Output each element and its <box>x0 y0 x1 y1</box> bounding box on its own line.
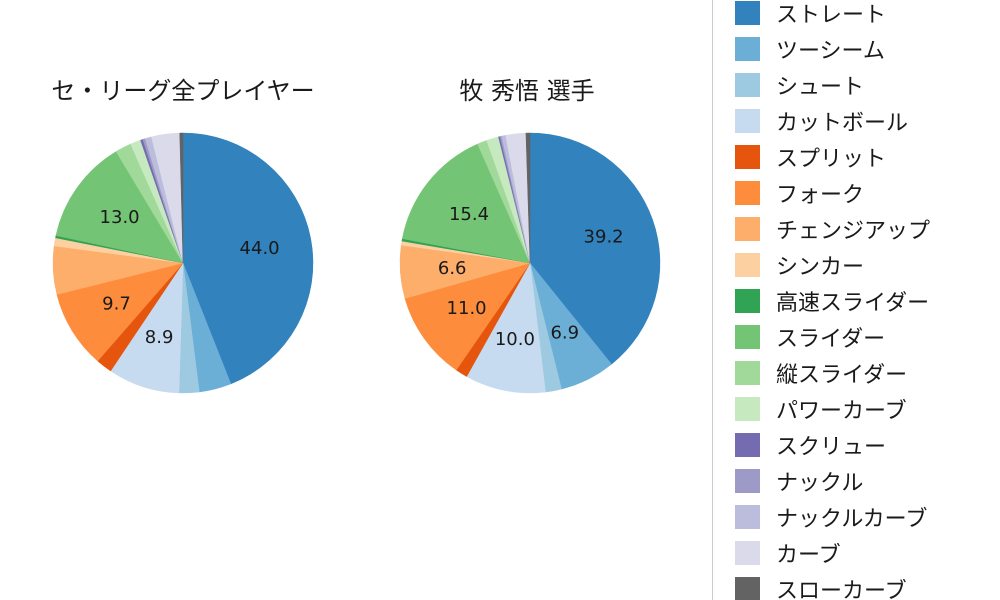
legend-item-スライダー: スライダー <box>713 319 1000 355</box>
legend-item-スローカーブ: スローカーブ <box>713 571 1000 600</box>
legend: ストレートツーシームシュートカットボール スプリットフォークチェンジアップ シンカー… <box>712 0 1000 600</box>
legend-color-swatch <box>735 469 760 493</box>
pie-value-label: 9.7 <box>102 293 131 314</box>
legend-label: シュート <box>776 75 865 100</box>
legend-label: パワーカーブ <box>776 399 907 424</box>
pie-slice-スローカーブ <box>179 132 184 264</box>
legend-color-swatch <box>735 181 760 205</box>
legend-item-カットボール: カットボール <box>713 103 1000 139</box>
pie-value-label: 15.4 <box>449 204 489 225</box>
legend-label: ストレート <box>776 3 887 28</box>
legend-color-swatch <box>735 577 760 600</box>
legend-label: スクリュー <box>776 435 887 460</box>
legend-color-swatch <box>735 217 760 241</box>
legend-label: ツーシーム <box>776 39 885 64</box>
pie-chart-maki-shugo: 39.2 6.9 10.0 11.0 6.6 15.4 <box>399 132 661 394</box>
pie-value-label: 10.0 <box>495 329 535 350</box>
pie-value-label: 6.6 <box>438 258 467 279</box>
legend-color-swatch <box>735 325 760 349</box>
legend-label: フォーク <box>776 183 865 208</box>
legend-label: ナックル <box>776 471 864 496</box>
legend-color-swatch <box>735 37 760 61</box>
legend-item-ストレート: ストレート <box>713 0 1000 31</box>
legend-item-パワーカーブ: パワーカーブ <box>713 391 1000 427</box>
legend-color-swatch <box>735 109 760 133</box>
pie-slice-スローカーブ <box>525 132 531 264</box>
legend-item-スクリュー: スクリュー <box>713 427 1000 463</box>
legend-color-swatch <box>735 433 760 457</box>
legend-item-スプリット: スプリット <box>713 139 1000 175</box>
legend-item-カーブ: カーブ <box>713 535 1000 571</box>
right-chart-title: 牧 秀悟 選手 <box>459 77 595 105</box>
legend-color-swatch <box>735 541 760 565</box>
legend-item-ツーシーム: ツーシーム <box>713 31 1000 67</box>
pie-slice-スライダー <box>402 143 531 264</box>
pie-slice-ストレート <box>529 132 661 365</box>
pie-chart-league-all-players: 44.0 8.9 9.7 13.0 <box>52 132 314 394</box>
legend-label: ナックルカーブ <box>776 507 928 532</box>
legend-item-シンカー: シンカー <box>713 247 1000 283</box>
legend-color-swatch <box>735 253 760 277</box>
pie-slice-スライダー <box>55 151 184 264</box>
legend-color-swatch <box>735 145 760 169</box>
legend-label: スプリット <box>776 147 887 172</box>
left-chart-title: セ・リーグ全プレイヤー <box>51 77 315 105</box>
pie-slice-カットボール <box>466 262 546 394</box>
legend-item-ナックルカーブ: ナックルカーブ <box>713 499 1000 535</box>
legend-label: シンカー <box>776 255 865 280</box>
legend-color-swatch <box>735 505 760 529</box>
legend-color-swatch <box>735 397 760 421</box>
legend-color-swatch <box>735 361 760 385</box>
legend-label: スライダー <box>776 327 886 352</box>
legend-color-swatch <box>735 1 760 25</box>
legend-label: チェンジアップ <box>776 219 931 244</box>
pie-value-label: 6.9 <box>550 322 579 343</box>
legend-label: 高速スライダー <box>776 291 930 316</box>
legend-label: カットボール <box>776 111 909 136</box>
legend-label: カーブ <box>776 543 841 568</box>
legend-color-swatch <box>735 73 760 97</box>
legend-item-縦スライダー: 縦スライダー <box>713 355 1000 391</box>
pie-value-label: 44.0 <box>240 238 280 259</box>
legend-item-チェンジアップ: チェンジアップ <box>713 211 1000 247</box>
pie-value-label: 8.9 <box>145 327 174 348</box>
legend-item-フォーク: フォーク <box>713 175 1000 211</box>
legend-color-swatch <box>735 289 760 313</box>
legend-item-高速スライダー: 高速スライダー <box>713 283 1000 319</box>
pie-slice-フォーク <box>56 262 184 362</box>
legend-label: スローカーブ <box>776 579 907 600</box>
pie-value-label: 13.0 <box>100 207 140 228</box>
legend-item-ナックル: ナックル <box>713 463 1000 499</box>
legend-label: 縦スライダー <box>776 363 908 388</box>
pie-slice-ストレート <box>182 132 314 385</box>
legend-item-シュート: シュート <box>713 67 1000 103</box>
pie-value-label: 11.0 <box>447 298 487 319</box>
pie-value-label: 39.2 <box>584 227 624 248</box>
